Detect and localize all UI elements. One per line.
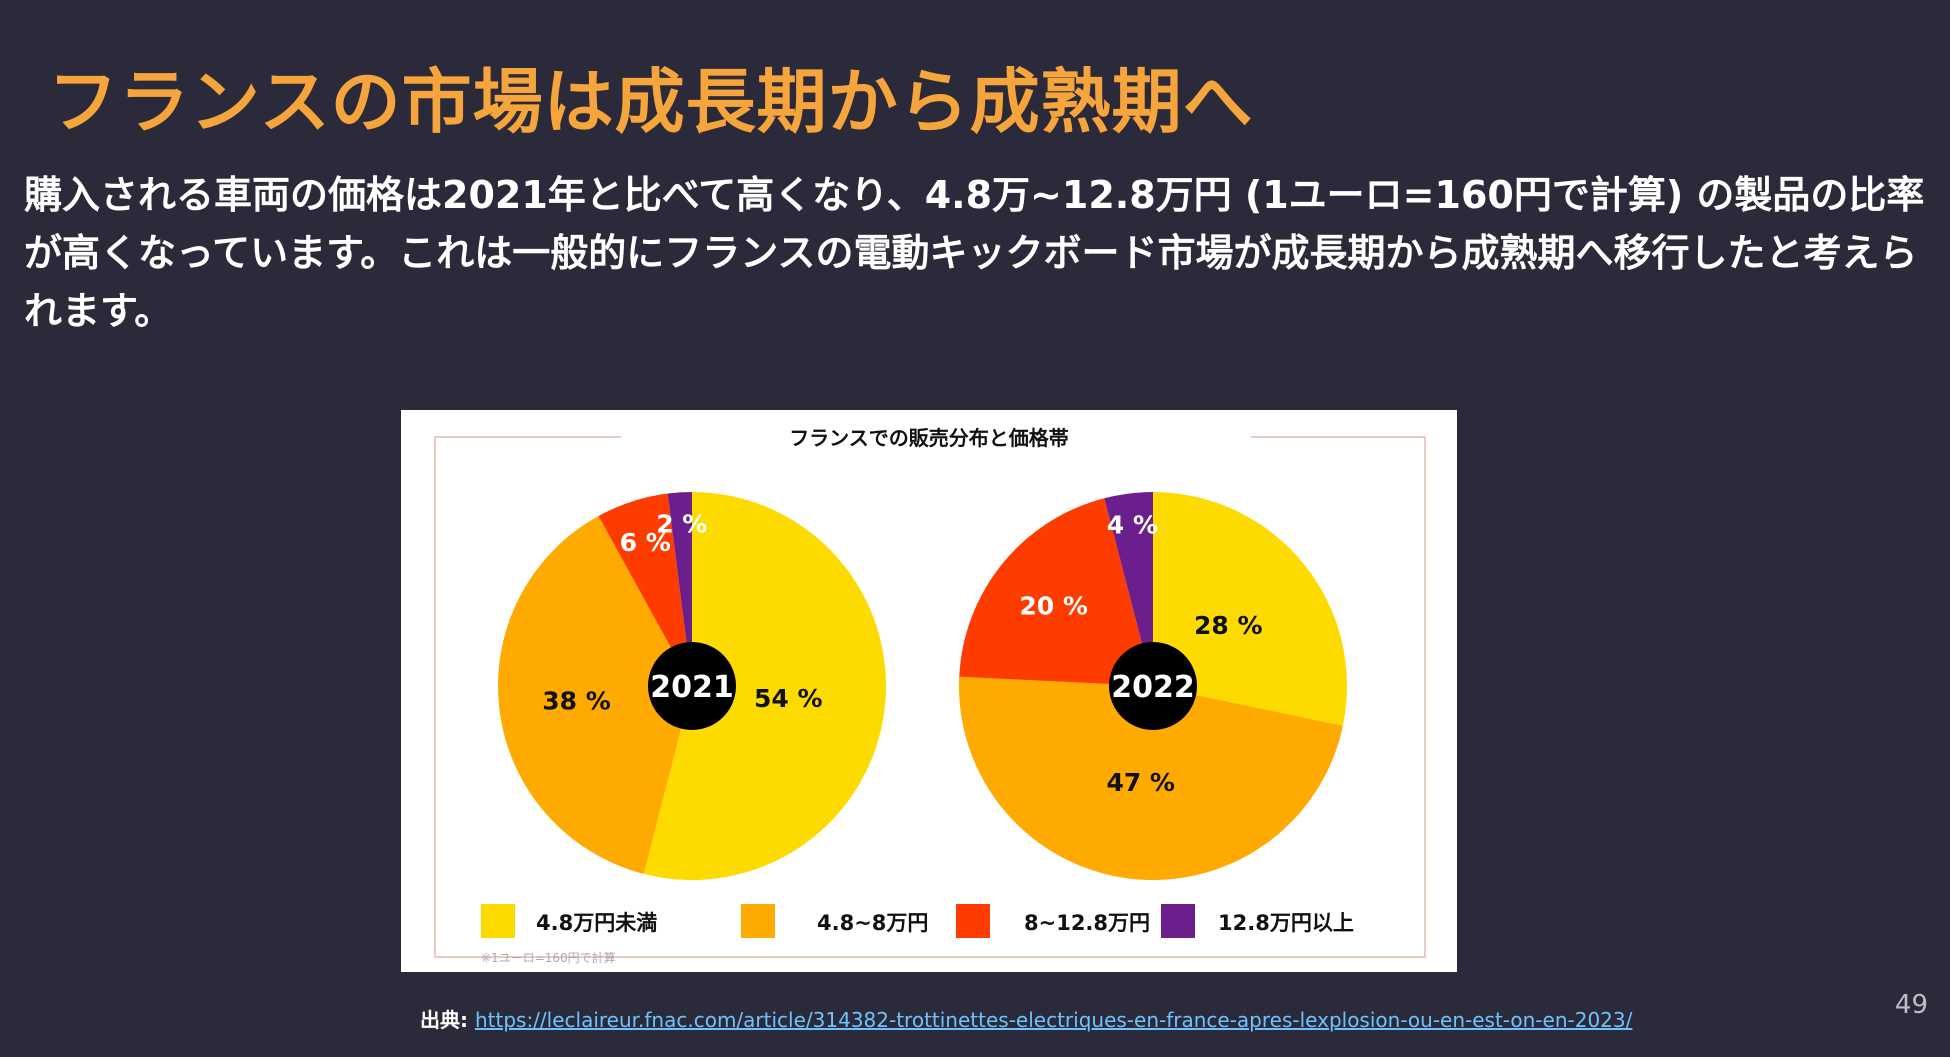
pie-slice-2021-1: [643, 492, 886, 880]
slice-label-2022-1: 28 %: [1194, 611, 1263, 640]
legend-swatch-4: [1161, 904, 1195, 938]
legend-swatch-1: [481, 904, 515, 938]
chart-footnote: ※1ユーロ=160円で計算: [481, 950, 616, 965]
legend-label-2: 4.8~8万円: [817, 911, 928, 935]
legend-swatch-2: [741, 904, 775, 938]
year-label-2021: 2021: [650, 670, 734, 705]
page-number: 49: [1894, 990, 1928, 1020]
slide-description: 購入される車両の価格は2021年と比べて高くなり、4.8万~12.8万円 (1ユ…: [24, 173, 1925, 333]
title-gap: [621, 425, 1251, 451]
slice-label-2022-4: 4 %: [1107, 510, 1158, 539]
chart-title: フランスでの販売分布と価格帯: [789, 426, 1069, 450]
slice-label-2021-1: 54 %: [754, 684, 823, 713]
source-label: 出典:: [420, 1008, 468, 1032]
pie-slice-2021-4: [667, 492, 692, 686]
pie-slice-2022-4: [1104, 492, 1153, 686]
pie-slice-2021-2: [498, 515, 692, 874]
slice-label-2021-4: 2 %: [656, 509, 707, 538]
slide-title: フランスの市場は成長期から成熟期へ: [48, 61, 1254, 143]
legend-swatch-3: [956, 904, 990, 938]
pie-chart-card: フランスでの販売分布と価格帯 54 % 38 % 6 % 2 % 2021 28 % 47 …: [401, 410, 1457, 972]
pie-slice-2022-3: [959, 498, 1153, 686]
legend-label-4: 12.8万円以上: [1218, 911, 1354, 935]
slice-label-2022-3: 20 %: [1019, 591, 1088, 620]
slice-label-2021-2: 38 %: [542, 687, 611, 716]
year-badge-2021: [648, 642, 736, 730]
year-badge-2022: [1109, 642, 1197, 730]
pie-slice-2022-2: [959, 676, 1343, 881]
year-label-2022: 2022: [1111, 670, 1195, 705]
legend-label-1: 4.8万円未満: [536, 911, 657, 935]
slice-label-2022-2: 47 %: [1106, 768, 1175, 797]
slice-label-2021-3: 6 %: [620, 528, 671, 557]
legend-label-3: 8~12.8万円: [1024, 911, 1150, 935]
pie-slice-2022-1: [1153, 492, 1347, 726]
source-link[interactable]: https://leclaireur.fnac.com/article/3143…: [474, 1008, 1633, 1032]
pie-chart: フランスでの販売分布と価格帯 54 % 38 % 6 %2 % 2021 28 % 47 …: [434, 425, 1426, 965]
source-line: 出典: https://leclaireur.fnac.com/article/…: [420, 1004, 1632, 1033]
pie-slice-2021-3: [598, 493, 692, 686]
